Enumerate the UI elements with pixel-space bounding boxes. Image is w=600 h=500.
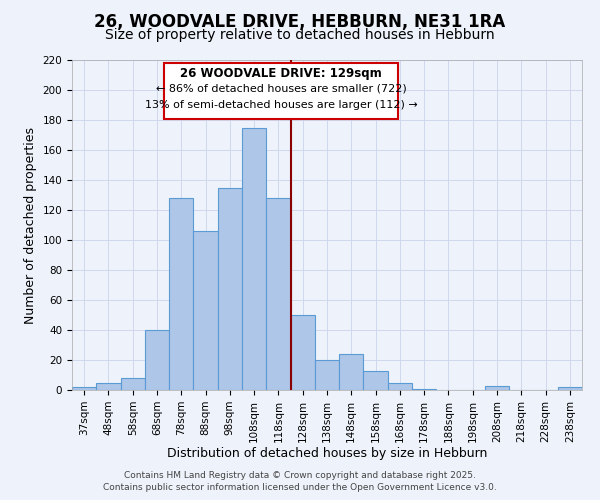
Bar bbox=[242, 128, 266, 390]
Text: Size of property relative to detached houses in Hebburn: Size of property relative to detached ho… bbox=[105, 28, 495, 42]
Bar bbox=[145, 330, 169, 390]
Bar bbox=[388, 382, 412, 390]
Bar bbox=[412, 388, 436, 390]
Bar bbox=[315, 360, 339, 390]
Text: 26 WOODVALE DRIVE: 129sqm: 26 WOODVALE DRIVE: 129sqm bbox=[180, 66, 382, 80]
X-axis label: Distribution of detached houses by size in Hebburn: Distribution of detached houses by size … bbox=[167, 448, 487, 460]
Text: Contains public sector information licensed under the Open Government Licence v3: Contains public sector information licen… bbox=[103, 484, 497, 492]
Bar bbox=[218, 188, 242, 390]
Bar bbox=[339, 354, 364, 390]
Y-axis label: Number of detached properties: Number of detached properties bbox=[24, 126, 37, 324]
Bar bbox=[290, 315, 315, 390]
Text: ← 86% of detached houses are smaller (722): ← 86% of detached houses are smaller (72… bbox=[156, 83, 406, 93]
Text: Contains HM Land Registry data © Crown copyright and database right 2025.: Contains HM Land Registry data © Crown c… bbox=[124, 471, 476, 480]
Bar bbox=[266, 198, 290, 390]
Bar bbox=[485, 386, 509, 390]
Bar bbox=[121, 378, 145, 390]
Bar bbox=[72, 387, 96, 390]
Text: 13% of semi-detached houses are larger (112) →: 13% of semi-detached houses are larger (… bbox=[145, 100, 418, 110]
Text: 26, WOODVALE DRIVE, HEBBURN, NE31 1RA: 26, WOODVALE DRIVE, HEBBURN, NE31 1RA bbox=[94, 12, 506, 30]
Bar bbox=[193, 231, 218, 390]
Bar bbox=[364, 370, 388, 390]
Bar bbox=[96, 382, 121, 390]
Bar bbox=[558, 387, 582, 390]
Bar bbox=[169, 198, 193, 390]
FancyBboxPatch shape bbox=[164, 64, 398, 120]
